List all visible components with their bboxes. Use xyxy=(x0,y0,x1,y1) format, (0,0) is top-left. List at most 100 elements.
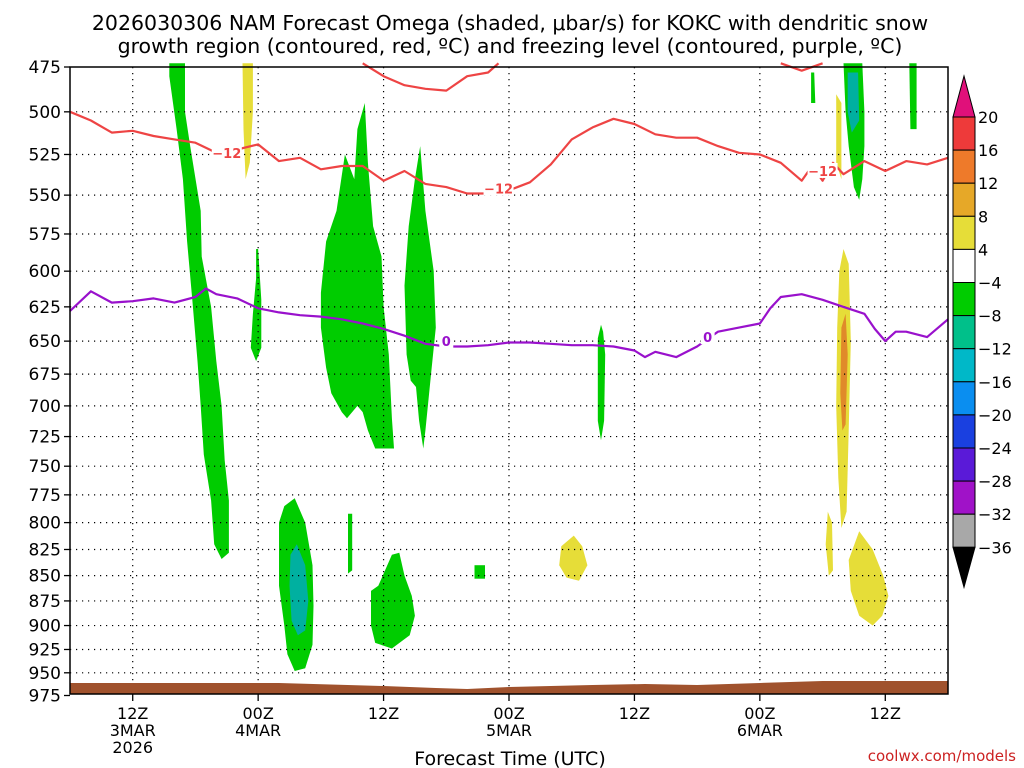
y-tick-label-925: 925 xyxy=(29,640,61,660)
plot-axes xyxy=(64,66,949,701)
y-tick-label-875: 875 xyxy=(29,592,61,612)
y-tick-label-975: 975 xyxy=(29,687,61,707)
yellow-region-band-s xyxy=(825,511,833,576)
colorbar-bin-12 xyxy=(952,513,976,548)
colorbar-top-triangle xyxy=(952,74,976,118)
colorbar-label-11: −28 xyxy=(978,472,1012,491)
colorbar-bin-1 xyxy=(952,149,976,184)
green-region-band-e xyxy=(597,324,606,441)
y-tick-label-700: 700 xyxy=(29,397,61,417)
green-region-band-c xyxy=(320,103,394,449)
y-tick-label-550: 550 xyxy=(29,186,61,206)
green-region-band-a xyxy=(169,63,229,560)
teal-region-band-l xyxy=(847,72,860,133)
dgz-contour-label-0-bg xyxy=(211,144,242,160)
colorbar-bin-3 xyxy=(952,215,976,250)
colorbar-bin-0 xyxy=(952,116,976,151)
green-region-band-m xyxy=(811,72,816,103)
omega-shading-layer xyxy=(169,63,917,671)
colorbar-label-2: 12 xyxy=(978,174,998,193)
green-region-band-g xyxy=(348,513,353,574)
dgz-contour-upper-right xyxy=(780,62,823,72)
freezing-level-label-1: 0 xyxy=(703,331,712,346)
y-tick-label-825: 825 xyxy=(29,540,61,560)
colorbar-bin-4 xyxy=(952,248,976,283)
grid-lines xyxy=(70,67,948,694)
colorbar-label-0: 20 xyxy=(978,108,998,127)
ground-surface xyxy=(70,681,948,694)
dgz-contour-label-1-bg xyxy=(483,180,514,196)
teal-region-band-j xyxy=(289,544,309,636)
x-tick-label-78-0: 12Z xyxy=(870,704,901,723)
y-tick-label-750: 750 xyxy=(29,457,61,477)
colorbar-label-10: −24 xyxy=(978,439,1012,458)
colorbar-label-6: −8 xyxy=(978,307,1002,326)
y-tick-labels: 475 500 525 550 575 600 625 650 675 700 725 750 775 8… xyxy=(29,58,61,707)
y-tick-label-575: 575 xyxy=(29,225,61,245)
x-tick-label-6-1: 3MAR xyxy=(110,721,156,740)
y-tick-label-600: 600 xyxy=(29,262,61,282)
x-tick-label-6-2: 2026 xyxy=(112,738,153,757)
colorbar-bin-6 xyxy=(952,315,976,350)
green-region-band-f xyxy=(371,552,415,649)
dgz-contour-label-1: −12 xyxy=(484,183,513,198)
dgz-contour-label-0: −12 xyxy=(212,147,241,162)
colorbar-label-8: −16 xyxy=(978,373,1012,392)
x-tick-label-30-0: 12Z xyxy=(368,704,399,723)
green-region-band-n xyxy=(909,63,917,130)
dgz-contour-label-2-bg xyxy=(807,162,838,178)
contour-layer: −12 −12 −12 0 0 xyxy=(69,62,949,359)
dgz-contour-label-2: −12 xyxy=(808,165,837,180)
x-tick-label-42-0: 00Z xyxy=(493,704,524,723)
x-tick-label-54-0: 12Z xyxy=(619,704,650,723)
credit-link[interactable]: coolwx.com/models xyxy=(868,747,1016,765)
y-tick-label-900: 900 xyxy=(29,617,61,637)
y-tick-label-800: 800 xyxy=(29,514,61,534)
colorbar-label-5: −4 xyxy=(978,274,1002,293)
freezing-level-label-1-bg xyxy=(700,329,715,345)
x-tick-label-42-1: 5MAR xyxy=(486,721,532,740)
y-tick-label-725: 725 xyxy=(29,428,61,448)
colorbar-label-1: 16 xyxy=(978,141,998,160)
colorbar-label-3: 8 xyxy=(978,207,988,226)
yellow-region-band-t xyxy=(848,531,889,626)
colorbar-label-9: −20 xyxy=(978,406,1012,425)
y-tick-label-500: 500 xyxy=(29,103,61,123)
colorbar-bin-5 xyxy=(952,282,976,317)
y-tick-label-475: 475 xyxy=(29,58,61,78)
x-tick-label-66-0: 00Z xyxy=(744,704,775,723)
freezing-level-label-0: 0 xyxy=(442,335,451,350)
orange-region-band-q xyxy=(840,313,848,431)
chart-title: 2026030306 NAM Forecast Omega (shaded, μ… xyxy=(92,11,928,58)
y-tick-label-625: 625 xyxy=(29,298,61,318)
x-tick-label-18-0: 00Z xyxy=(242,704,273,723)
x-tick-label-18-1: 4MAR xyxy=(235,721,281,740)
yellow-region-band-r xyxy=(836,94,842,180)
yellow-region-band-o xyxy=(242,63,253,180)
colorbar-bottom-triangle xyxy=(952,546,976,590)
y-tick-label-525: 525 xyxy=(29,145,61,165)
colorbar-label-13: −36 xyxy=(978,538,1012,557)
colorbar-label-7: −12 xyxy=(978,340,1012,359)
green-region-band-h xyxy=(474,565,485,579)
y-tick-label-950: 950 xyxy=(29,664,61,684)
dgz-contour-upper-left xyxy=(362,62,500,92)
y-tick-label-850: 850 xyxy=(29,567,61,587)
y-tick-label-675: 675 xyxy=(29,365,61,385)
x-tick-label-6-0: 12Z xyxy=(117,704,148,723)
y-tick-label-650: 650 xyxy=(29,332,61,352)
freezing-level-label-0-bg xyxy=(439,333,454,349)
colorbar-bin-11 xyxy=(952,480,976,515)
colorbar-bin-7 xyxy=(952,348,976,383)
colorbar-label-12: −32 xyxy=(978,505,1012,524)
title-line-2: growth region (contoured, red, ºC) and f… xyxy=(118,34,903,58)
freezing-level-line xyxy=(69,287,949,359)
colorbar-bin-9 xyxy=(952,414,976,449)
colorbar-label-4: 4 xyxy=(978,240,988,259)
yellow-region-band-u xyxy=(559,535,588,581)
green-region-band-d xyxy=(404,146,436,449)
title-line-1: 2026030306 NAM Forecast Omega (shaded, μ… xyxy=(92,11,928,35)
colorbar-bin-10 xyxy=(952,447,976,482)
